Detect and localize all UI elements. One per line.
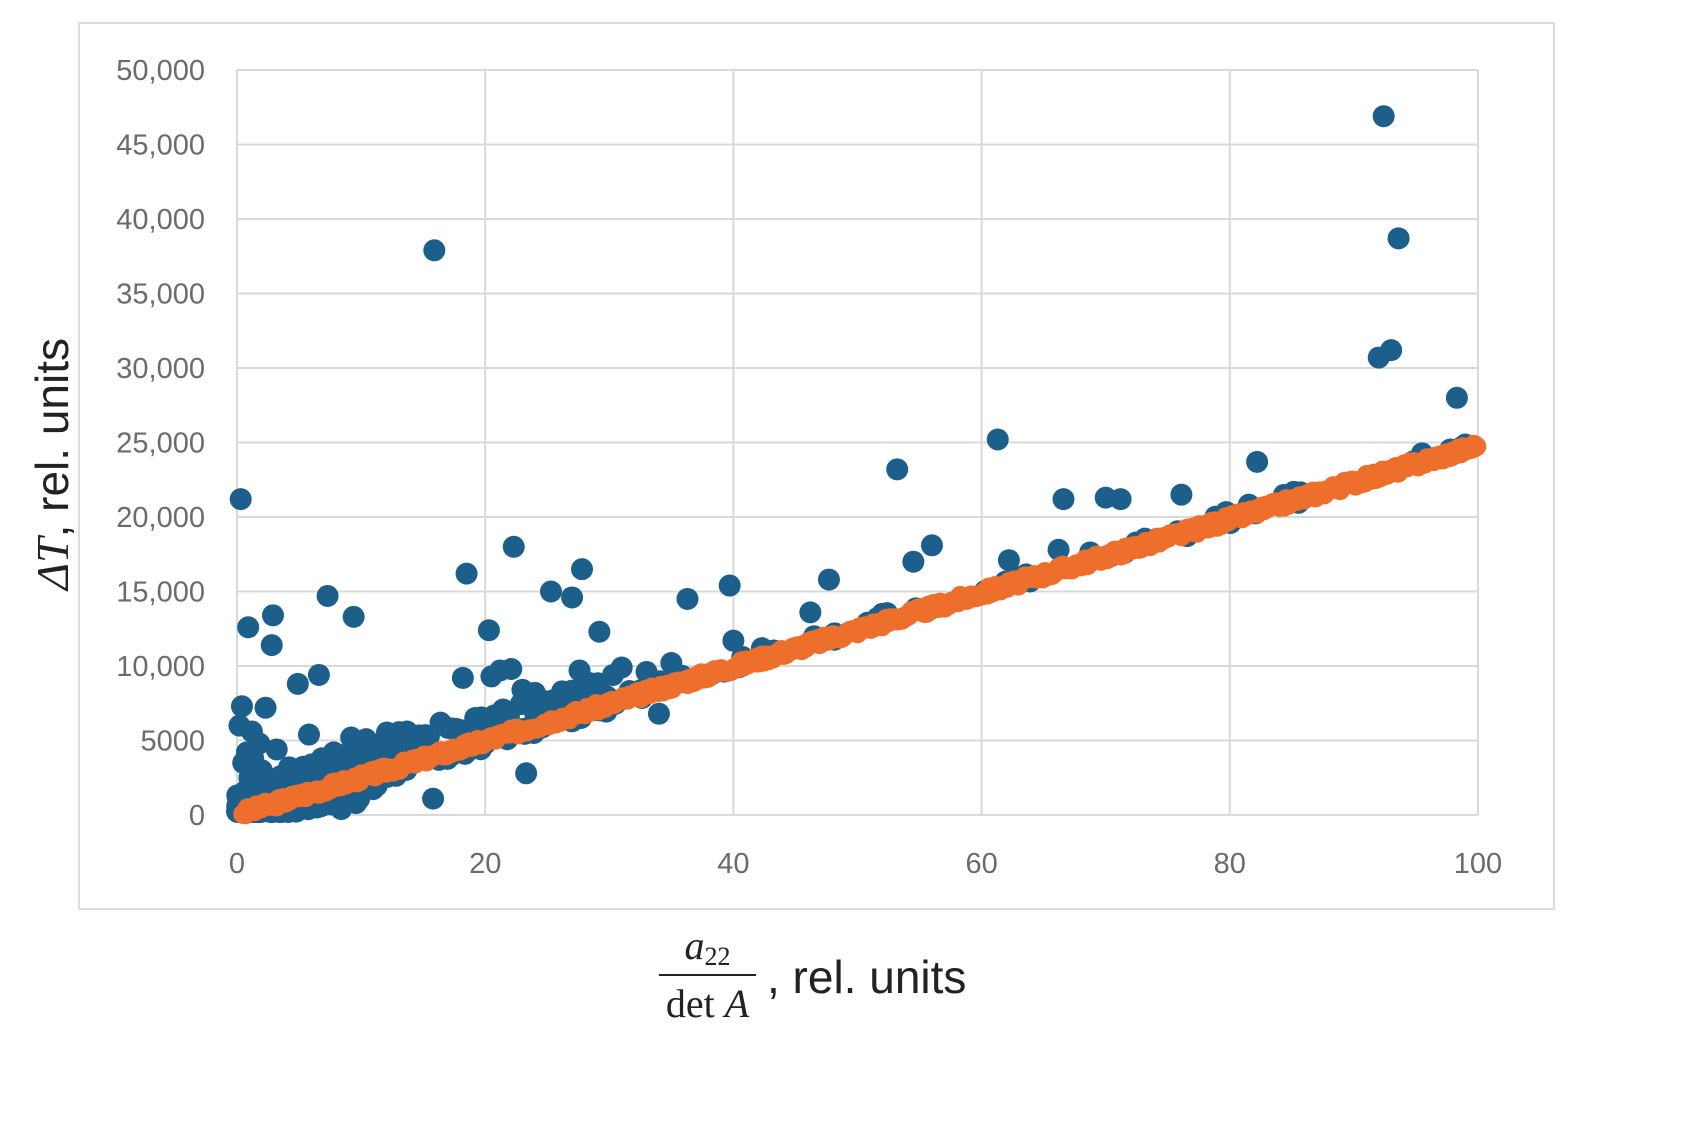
data-point xyxy=(515,762,538,785)
data-point xyxy=(242,747,265,770)
x-axis-label: a22 det A , rel. units xyxy=(655,920,1055,1040)
data-point xyxy=(229,488,252,511)
data-point xyxy=(237,616,260,639)
data-point xyxy=(1372,105,1395,128)
data-point xyxy=(1246,450,1269,473)
data-point xyxy=(610,656,633,679)
data-point xyxy=(451,666,474,689)
data-point xyxy=(539,580,562,603)
data-point xyxy=(1170,483,1193,506)
data-point xyxy=(1445,386,1468,409)
x-axis-ticks: 0 20 40 60 80 100 xyxy=(229,848,1502,880)
y-tick-label: 45,000 xyxy=(116,130,205,162)
data-point xyxy=(423,239,446,262)
data-point xyxy=(902,550,925,573)
y-axis-label: ΔT, rel. units xyxy=(10,230,90,610)
data-point xyxy=(307,663,330,686)
data-point xyxy=(286,672,309,695)
data-point xyxy=(335,750,358,773)
data-point xyxy=(920,534,943,557)
x-tick-label: 100 xyxy=(1454,848,1502,880)
data-point xyxy=(722,629,745,652)
data-point xyxy=(260,634,283,657)
denominator-function: det xyxy=(665,981,715,1026)
data-point xyxy=(660,652,683,675)
x-axis-unit: , rel. units xyxy=(767,951,967,1003)
data-point xyxy=(455,562,478,585)
data-point xyxy=(261,604,284,627)
data-point xyxy=(647,702,670,725)
data-point xyxy=(561,586,584,609)
x-axis-fraction: a22 det A xyxy=(655,920,760,1030)
x-tick-label: 40 xyxy=(717,848,749,880)
data-point xyxy=(230,695,253,718)
data-point xyxy=(330,798,353,821)
data-point xyxy=(396,720,419,743)
x-tick-label: 20 xyxy=(469,848,501,880)
y-axis-ticks: 0 5000 10,000 15,000 20,000 25,000 30,000 35,00… xyxy=(116,55,205,832)
data-point xyxy=(379,729,402,752)
data-point xyxy=(886,458,909,481)
data-point xyxy=(568,659,591,682)
data-point xyxy=(1052,488,1075,511)
y-tick-label: 35,000 xyxy=(116,279,205,311)
y-tick-label: 50,000 xyxy=(116,55,205,87)
x-tick-label: 80 xyxy=(1214,848,1246,880)
data-point xyxy=(1380,339,1403,362)
y-tick-label: 15,000 xyxy=(116,577,205,609)
y-tick-label: 0 xyxy=(189,800,205,832)
data-point xyxy=(502,535,525,558)
data-point xyxy=(588,620,611,643)
y-tick-label: 30,000 xyxy=(116,353,205,385)
fraction-bar xyxy=(659,974,756,976)
data-point xyxy=(1109,488,1132,511)
data-point xyxy=(817,568,840,591)
y-tick-label: 40,000 xyxy=(116,204,205,236)
x-tick-label: 60 xyxy=(965,848,997,880)
data-point xyxy=(297,723,320,746)
data-point xyxy=(429,711,452,734)
fraction-numerator: a22 xyxy=(655,920,760,972)
data-point xyxy=(635,660,658,683)
data-point xyxy=(316,584,339,607)
data-point xyxy=(265,738,288,761)
y-tick-label: 5000 xyxy=(140,726,205,758)
x-tick-label: 0 xyxy=(229,848,245,880)
data-point xyxy=(799,601,822,624)
y-tick-label: 25,000 xyxy=(116,428,205,460)
svg-text:ΔT, rel. units: ΔT, rel. units xyxy=(26,338,78,592)
numerator-subscript: 22 xyxy=(704,942,731,971)
data-point xyxy=(718,574,741,597)
orange-fit-series xyxy=(233,434,1487,825)
y-tick-label: 10,000 xyxy=(116,651,205,683)
data-point xyxy=(551,680,574,703)
data-point xyxy=(477,619,500,642)
data-point xyxy=(500,657,523,680)
data-point xyxy=(254,696,277,719)
data-point xyxy=(676,587,699,610)
data-point xyxy=(342,605,365,628)
data-point xyxy=(986,428,1009,451)
blue-data-series xyxy=(226,105,1477,824)
fit-point xyxy=(1466,436,1487,457)
y-axis-unit: , rel. units xyxy=(26,338,78,537)
y-tick-label: 20,000 xyxy=(116,502,205,534)
grid-lines xyxy=(236,69,1479,816)
data-point xyxy=(997,549,1020,572)
y-axis-symbol: ΔT xyxy=(27,534,78,592)
data-point xyxy=(422,787,445,810)
numerator-variable: a xyxy=(684,923,705,968)
data-point xyxy=(1387,227,1410,250)
data-point xyxy=(523,681,546,704)
fraction-denominator: det A xyxy=(655,978,760,1030)
data-point xyxy=(352,735,375,758)
data-point xyxy=(1047,538,1070,561)
data-point xyxy=(570,558,593,581)
denominator-variable: A xyxy=(724,981,750,1026)
